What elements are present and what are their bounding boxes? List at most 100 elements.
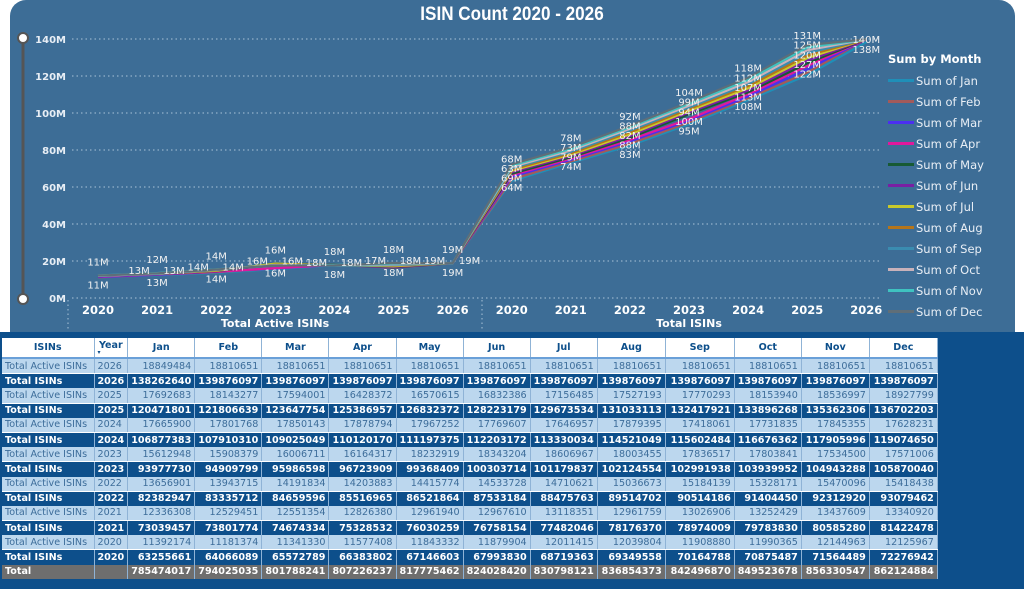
legend-item[interactable]: Sum of Feb	[888, 91, 984, 112]
column-header-jan[interactable]: Jan	[127, 338, 196, 359]
column-header-apr[interactable]: Apr	[328, 338, 397, 359]
month-value-cell: 123647754	[261, 403, 330, 418]
table-row[interactable]: Total ISINs 2023 93977730 94909799 95986598 9…	[2, 461, 938, 477]
legend-item[interactable]: Sum of Jul	[888, 196, 984, 217]
legend-label: Sum of Jun	[916, 178, 979, 193]
legend-item[interactable]: Sum of Oct	[888, 259, 984, 280]
month-value-cell: 117905996	[801, 432, 870, 448]
legend-item[interactable]: Sum of Aug	[888, 217, 984, 238]
month-value-cell: 92312920	[801, 491, 870, 506]
x-tick-label: 2024	[732, 303, 764, 317]
month-value-cell: 106877383	[127, 432, 196, 448]
y-tick-label: 60M	[42, 183, 66, 194]
table-row[interactable]: Total Active ISINs 2025 17692683 18143277 17…	[2, 388, 938, 404]
table-row[interactable]: Total ISINs 2022 82382947 83335712 84659596 8…	[2, 491, 938, 506]
month-value-cell: 102991938	[665, 461, 735, 477]
column-header-aug[interactable]: Aug	[597, 338, 666, 359]
column-header-sep[interactable]: Sep	[665, 338, 735, 359]
y-tick-label: 120M	[35, 72, 66, 83]
legend-item[interactable]: Sum of Jan	[888, 70, 984, 91]
month-value-cell: 14203883	[328, 476, 397, 492]
data-label: 17M	[365, 256, 386, 267]
table-row[interactable]: Total ISINs 2025 120471801 121806639 1236477…	[2, 403, 938, 418]
month-value-cell: 11577408	[328, 535, 397, 551]
table-row[interactable]: Total ISINs 2020 63255661 64066089 65572789 6…	[2, 549, 938, 565]
month-value-cell: 18810651	[328, 358, 397, 375]
legend-item[interactable]: Sum of Apr	[888, 133, 984, 154]
table-row[interactable]: Total Active ISINs 2026 18849484 18810651 18…	[2, 358, 938, 375]
data-label: 19M	[442, 268, 463, 279]
month-value-cell: 112203172	[463, 432, 531, 448]
legend-swatch	[888, 79, 914, 82]
x-tick-label: 2025	[377, 303, 409, 317]
column-header-year[interactable]: Year ▾	[94, 338, 129, 359]
column-header-dec[interactable]: Dec	[869, 338, 938, 359]
zoom-slider-handle-top[interactable]	[17, 32, 29, 44]
data-label: 125M	[793, 41, 821, 52]
column-header-label: Jun	[488, 342, 506, 353]
legend-item[interactable]: Sum of Dec	[888, 301, 984, 322]
year-cell: 2023	[94, 447, 129, 463]
month-value-cell: 14533728	[463, 476, 531, 492]
month-value-cell: 139876097	[801, 373, 870, 389]
month-value-cell: 70164788	[665, 549, 735, 565]
month-value-cell: 12011415	[530, 535, 598, 551]
table-row[interactable]: Total Active ISINs 2020 11392174 11181374 11…	[2, 535, 938, 551]
total-value-cell: 842496870	[665, 564, 735, 579]
data-label: 63M	[501, 164, 522, 175]
column-header-mar[interactable]: Mar	[261, 338, 330, 359]
legend-item[interactable]: Sum of Jun	[888, 175, 984, 196]
data-label: 11M	[87, 258, 108, 269]
legend-swatch	[888, 226, 914, 229]
legend-swatch	[888, 121, 914, 124]
table-row[interactable]: Total Active ISINs 2024 17665900 17801768 17…	[2, 417, 938, 433]
table-row[interactable]: Total Active ISINs 2023 15612948 15908379 16…	[2, 447, 938, 463]
month-value-cell: 18810651	[734, 358, 802, 375]
data-label: 108M	[734, 102, 762, 113]
month-value-cell: 17534500	[801, 447, 870, 463]
data-label: 18M	[400, 256, 421, 267]
column-header-may[interactable]: May	[396, 338, 464, 359]
zoom-slider-handle-bottom[interactable]	[17, 293, 29, 305]
month-value-cell: 115602484	[665, 432, 735, 448]
column-header-jun[interactable]: Jun	[463, 338, 531, 359]
legend-label: Sum of Oct	[916, 262, 981, 277]
y-tick-label: 0M	[49, 294, 66, 305]
table-row[interactable]: Total ISINs 2024 106877383 107910310 1090250…	[2, 432, 938, 448]
column-header-jul[interactable]: Jul	[530, 338, 598, 359]
month-value-cell: 18810651	[396, 358, 464, 375]
month-value-cell: 17628231	[869, 417, 938, 433]
legend-item[interactable]: Sum of Mar	[888, 112, 984, 133]
data-label: 107M	[734, 83, 762, 94]
table-row[interactable]: Total ISINs 2021 73039457 73801774 74674334 7…	[2, 520, 938, 536]
month-value-cell: 96723909	[328, 461, 397, 477]
month-value-cell: 12039804	[597, 535, 666, 551]
column-header-label: Mar	[285, 342, 306, 353]
table-row[interactable]: Total Active ISINs 2022 13656901 13943715 14…	[2, 476, 938, 492]
column-header-oct[interactable]: Oct	[734, 338, 802, 359]
table-row[interactable]: Total Active ISINs 2021 12336308 12529451 12…	[2, 505, 938, 522]
month-value-cell: 15612948	[127, 447, 196, 463]
legend-label: Sum of Jan	[916, 73, 978, 88]
month-value-cell: 109025049	[261, 432, 330, 448]
isins-cell: Total ISINs	[2, 520, 95, 536]
legend-item[interactable]: Sum of Nov	[888, 280, 984, 301]
column-header-feb[interactable]: Feb	[194, 338, 263, 359]
month-value-cell: 70875487	[734, 549, 802, 565]
legend-item[interactable]: Sum of May	[888, 154, 984, 175]
isins-cell: Total ISINs	[2, 403, 95, 418]
column-header-nov[interactable]: Nov	[801, 338, 870, 359]
month-value-cell: 90514186	[665, 491, 735, 506]
x-tick-label: 2025	[791, 303, 823, 317]
data-label: 16M	[282, 257, 303, 268]
data-label: 94M	[678, 107, 699, 118]
column-header-isins[interactable]: ISINs	[2, 338, 95, 359]
month-value-cell: 75328532	[328, 520, 397, 536]
total-value-cell: 785474017	[127, 564, 196, 579]
table-row[interactable]: Total ISINs 2026 138262640 139876097 1398760…	[2, 373, 938, 389]
data-label: 88M	[619, 121, 640, 132]
total-value-cell: 862124884	[869, 564, 938, 579]
legend-item[interactable]: Sum of Sep	[888, 238, 984, 259]
month-value-cell: 17418061	[665, 417, 735, 433]
data-label: 82M	[619, 131, 640, 142]
